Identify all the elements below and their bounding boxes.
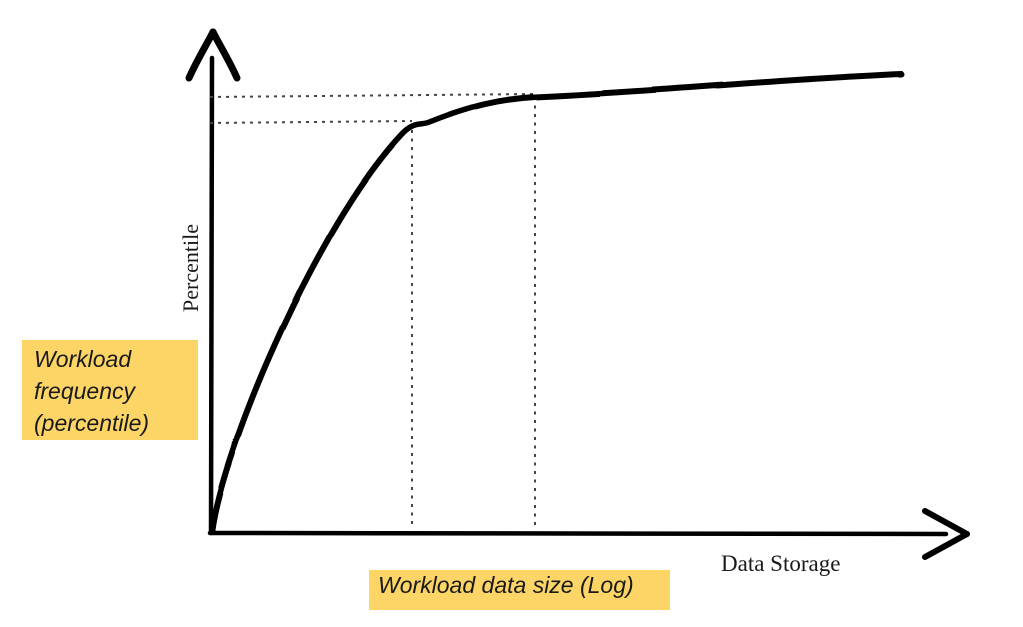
svg-text:Percentile: Percentile: [178, 224, 203, 312]
